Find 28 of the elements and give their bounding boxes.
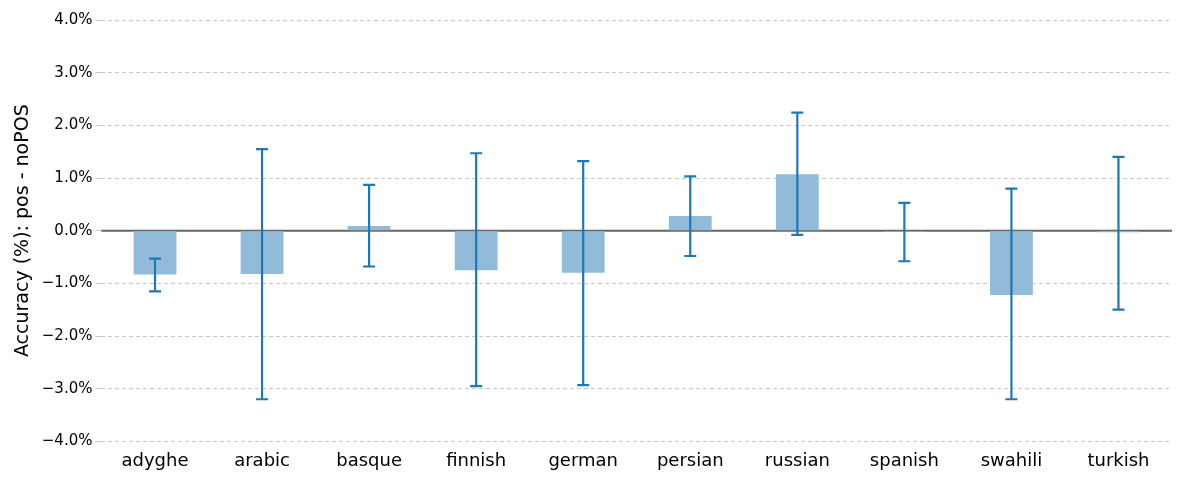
x-tick-label: basque xyxy=(336,448,402,470)
bar xyxy=(668,215,712,231)
x-tick-label: arabic xyxy=(234,448,290,470)
x-tick-label: finnish xyxy=(446,448,507,470)
bar xyxy=(133,231,177,275)
x-tick-label: persian xyxy=(656,448,724,470)
y-tick-label: −2.0% xyxy=(41,325,93,344)
y-tick-label: −1.0% xyxy=(41,273,93,292)
y-tick-label: 4.0% xyxy=(54,9,93,28)
bar xyxy=(347,225,391,231)
y-tick-label: 2.0% xyxy=(54,115,93,134)
x-tick-label: german xyxy=(548,448,618,470)
bar xyxy=(775,174,819,231)
y-axis-title: Accuracy (%): pos - noPOS xyxy=(10,104,33,358)
x-tick-label: spanish xyxy=(869,448,939,470)
bar xyxy=(454,231,498,271)
y-tick-label: −4.0% xyxy=(41,431,93,450)
x-tick-label: swahili xyxy=(980,448,1043,470)
bar xyxy=(561,231,605,273)
y-tick-label: −3.0% xyxy=(41,378,93,397)
x-tick-label: turkish xyxy=(1087,448,1150,470)
y-tick-label: 3.0% xyxy=(54,62,93,81)
x-tick-label: russian xyxy=(764,448,830,470)
y-tick-label: 1.0% xyxy=(54,167,93,186)
y-tick-label: 0.0% xyxy=(54,220,93,239)
bar xyxy=(990,231,1033,295)
bar xyxy=(240,231,284,274)
x-tick-label: adyghe xyxy=(121,448,189,470)
